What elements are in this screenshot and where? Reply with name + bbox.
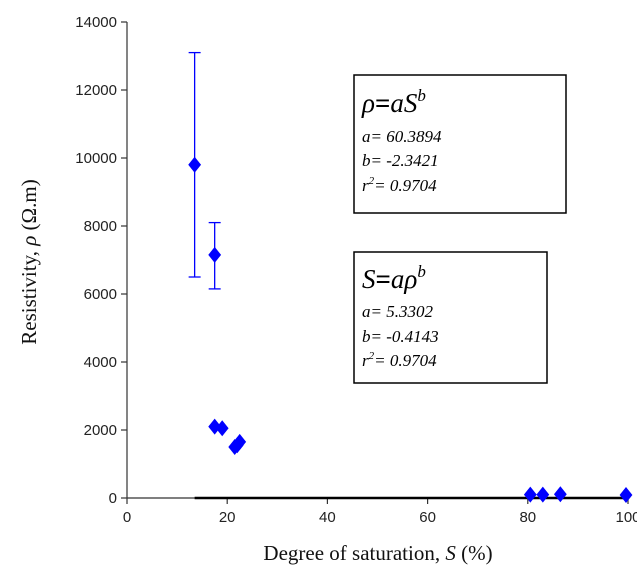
x-axis-title-var: S	[445, 541, 456, 565]
y-axis-title-unit: (Ω.m)	[17, 179, 41, 235]
data-point	[233, 433, 247, 450]
equation-s-main: S=aρb	[362, 262, 426, 294]
eq1-a-line: a= 60.3894	[362, 127, 442, 146]
equation-rho-main: ρ=aSb	[361, 86, 426, 118]
x-tick-label: 0	[123, 509, 131, 526]
plot-area: 0 2000 4000 6000 8000 10000 12000 14000 0 20 40 60 8…	[75, 14, 637, 526]
data-point	[208, 246, 222, 263]
y-tick-label: 10000	[75, 150, 117, 167]
x-tick-label: 100	[615, 509, 637, 526]
eq2-b-line: b= -0.4143	[362, 327, 439, 346]
eq2-a-line: a= 5.3302	[362, 302, 433, 321]
x-tick-label: 40	[319, 509, 336, 526]
eq1-lhs: ρ	[361, 88, 375, 118]
y-axis-title: Resistivity, ρ (Ω.m)	[17, 179, 41, 345]
data-point	[553, 486, 567, 503]
data-point	[523, 486, 537, 503]
x-tick-label: 60	[419, 509, 436, 526]
y-tick-label: 6000	[84, 286, 117, 303]
equation-box-rho: ρ=aSb a= 60.3894 b= -2.3421 r2= 0.9704	[353, 74, 567, 214]
data-point	[536, 486, 550, 503]
eq2-rhs: aρ	[391, 264, 418, 294]
eq2-equals: =	[376, 264, 391, 294]
x-axis-title: Degree of saturation, S (%)	[263, 541, 492, 565]
y-tick-label: 2000	[84, 422, 117, 439]
x-axis-title-text: Degree of saturation,	[263, 541, 445, 565]
eq1-equals: =	[375, 88, 390, 118]
x-tick-label: 20	[219, 509, 236, 526]
y-tick-label: 4000	[84, 354, 117, 371]
eq2-r2-line: r2= 0.9704	[362, 350, 437, 370]
data-point	[188, 156, 202, 173]
eq1-rhs: aS	[390, 88, 418, 118]
eq1-r2-line: r2= 0.9704	[362, 175, 437, 195]
equation-box-rho-frame	[353, 74, 567, 214]
equation-box-s: S=aρb a= 5.3302 b= -0.4143 r2= 0.9704	[353, 251, 548, 384]
eq1-rhs-sup: b	[417, 86, 426, 105]
eq2-rhs-sup: b	[417, 262, 426, 281]
y-tick-label: 14000	[75, 14, 117, 31]
y-axis-title-text: Resistivity,	[17, 246, 41, 345]
eq1-b-line: b= -2.3421	[362, 151, 439, 170]
y-axis-title-var: ρ	[17, 236, 41, 247]
data-point	[619, 486, 633, 503]
y-tick-label: 0	[109, 490, 117, 507]
eq2-lhs: S	[362, 264, 376, 294]
y-tick-label: 8000	[84, 218, 117, 235]
y-tick-label: 12000	[75, 82, 117, 99]
equation-box-s-frame	[353, 251, 548, 384]
data-point	[215, 420, 229, 437]
x-tick-label: 80	[519, 509, 536, 526]
x-axis-title-unit: (%)	[456, 541, 493, 565]
